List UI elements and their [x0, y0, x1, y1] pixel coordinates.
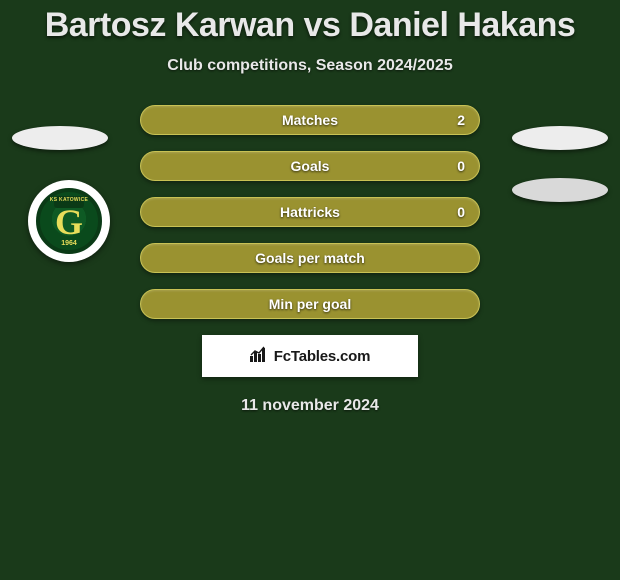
- stat-value: 0: [457, 158, 465, 174]
- crest-glyph: G: [55, 201, 83, 243]
- page-subtitle: Club competitions, Season 2024/2025: [0, 57, 620, 75]
- player-right-pill-1: [512, 126, 608, 150]
- stat-row-min-per-goal: Min per goal: [140, 289, 480, 319]
- stat-row-matches: Matches 2: [140, 105, 480, 135]
- stat-label: Hattricks: [280, 204, 340, 220]
- page-title: Bartosz Karwan vs Daniel Hakans: [0, 0, 620, 45]
- player-right-pill-2: [512, 178, 608, 202]
- crest-year: 1964: [61, 240, 77, 247]
- stat-label: Goals: [291, 158, 330, 174]
- stat-row-goals: Goals 0: [140, 151, 480, 181]
- stat-label: Min per goal: [269, 296, 351, 312]
- stat-label: Matches: [282, 112, 338, 128]
- club-crest: KS KATOWICE G 1964: [28, 180, 110, 262]
- attribution-text: FcTables.com: [274, 348, 371, 365]
- stat-row-hattricks: Hattricks 0: [140, 197, 480, 227]
- stat-value: 2: [457, 112, 465, 128]
- stat-row-goals-per-match: Goals per match: [140, 243, 480, 273]
- stat-label: Goals per match: [255, 250, 365, 266]
- stat-value: 0: [457, 204, 465, 220]
- player-left-pill: [12, 126, 108, 150]
- attribution-badge: FcTables.com: [202, 335, 418, 377]
- comparison-bars: Matches 2 Goals 0 Hattricks 0 Goals per …: [140, 105, 480, 319]
- snapshot-date: 11 november 2024: [0, 397, 620, 415]
- bars-icon: [250, 346, 270, 367]
